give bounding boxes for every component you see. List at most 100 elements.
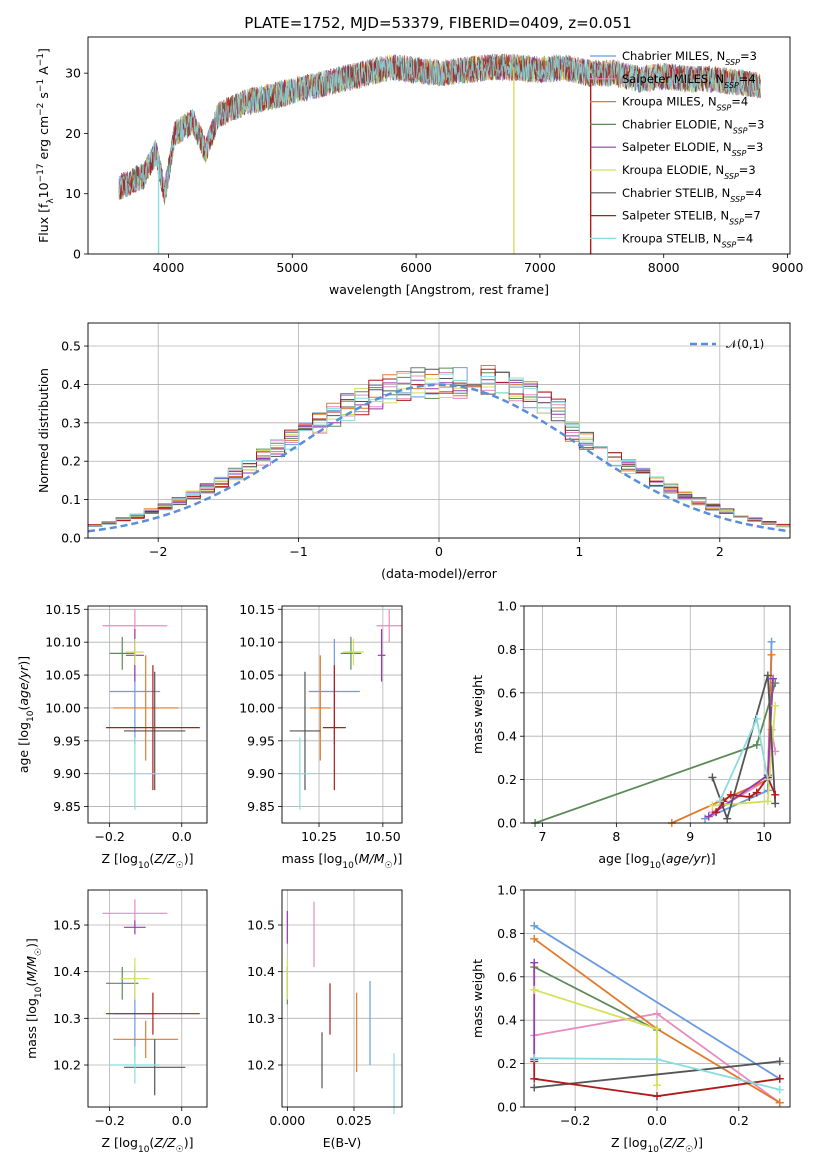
x-tick-label: −0.2 bbox=[560, 1113, 590, 1128]
y-tick-label: 10.05 bbox=[239, 668, 275, 683]
weight-marker bbox=[530, 985, 539, 994]
y-tick-label: 0.4 bbox=[497, 729, 517, 744]
weight-marker bbox=[653, 1081, 661, 1090]
x-axis-label: E(B-V) bbox=[323, 1135, 362, 1150]
y-tick-label: 1.0 bbox=[497, 883, 517, 898]
axes-frame bbox=[87, 889, 208, 1108]
spectrum-line bbox=[118, 53, 761, 203]
x-tick-label: 4000 bbox=[153, 260, 185, 275]
weight-marker bbox=[712, 808, 721, 817]
y-tick-label: 0.0 bbox=[497, 1100, 517, 1115]
weight-marker bbox=[708, 773, 717, 782]
x-tick-label: 2 bbox=[716, 544, 724, 559]
legend-entry: Chabrier MILES, NSSP=3 bbox=[622, 49, 757, 67]
weight-marker bbox=[653, 1055, 661, 1064]
x-tick-label: −0.2 bbox=[94, 1113, 124, 1128]
weight-marker bbox=[771, 799, 780, 808]
histogram-series bbox=[88, 372, 790, 527]
legend: Chabrier MILES, NSSP=3 Salpeter MILES, NS… bbox=[590, 49, 764, 249]
x-tick-label: 7 bbox=[538, 829, 546, 844]
y-tick-label: 0.6 bbox=[497, 685, 517, 700]
x-tick-label: 9000 bbox=[772, 260, 804, 275]
y-axis-label: age [log10(age/yr)] bbox=[16, 656, 36, 773]
axes-frame bbox=[523, 605, 791, 824]
legend-entry: Salpeter STELIB, NSSP=7 bbox=[622, 209, 761, 227]
y-tick-label: 10.10 bbox=[45, 635, 81, 650]
legend-entry: Kroupa STELIB, NSSP=4 bbox=[622, 231, 753, 249]
x-tick-label: −1 bbox=[289, 544, 307, 559]
x-tick-label: 0.0 bbox=[172, 1113, 192, 1128]
y-tick-label: 10.2 bbox=[247, 1058, 275, 1073]
x-tick-label: −0.2 bbox=[94, 829, 124, 844]
x-tick-label: 9 bbox=[686, 829, 694, 844]
spectrum-lines bbox=[118, 53, 761, 254]
x-tick-label: 6000 bbox=[400, 260, 432, 275]
weight-marker bbox=[704, 812, 713, 821]
weight-marker bbox=[530, 1054, 539, 1063]
y-tick-label: 10.3 bbox=[53, 1011, 81, 1026]
axes-frame bbox=[87, 36, 791, 255]
histogram-series bbox=[88, 378, 790, 528]
weight-marker bbox=[745, 792, 754, 801]
weight-line bbox=[533, 966, 658, 1031]
y-axis-label: mass [log10(M/M☉)] bbox=[24, 938, 44, 1059]
x-tick-label: 7000 bbox=[524, 260, 556, 275]
y-tick-label: 10.00 bbox=[239, 700, 275, 715]
x-tick-label: 0.000 bbox=[269, 1113, 305, 1128]
weight-line bbox=[533, 988, 658, 1086]
weight-marker bbox=[752, 788, 761, 797]
weight-line bbox=[533, 1061, 780, 1098]
x-axis-label: age [log10(age/yr)] bbox=[598, 851, 715, 871]
x-tick-label: 0.0 bbox=[647, 1113, 667, 1128]
x-tick-label: 10.50 bbox=[365, 829, 401, 844]
legend-entry: 𝒩(0,1) bbox=[726, 337, 764, 351]
y-tick-label: 0.2 bbox=[497, 1056, 517, 1071]
x-tick-label: −2 bbox=[149, 544, 167, 559]
y-tick-label: 20 bbox=[65, 126, 81, 141]
y-tick-label: 0.4 bbox=[497, 1013, 517, 1028]
legend-entry: Kroupa MILES, NSSP=4 bbox=[622, 95, 748, 113]
y-tick-label: 9.85 bbox=[53, 799, 81, 814]
axes-frame bbox=[523, 889, 791, 1108]
legend-entry: Salpeter ELODIE, NSSP=3 bbox=[622, 140, 763, 158]
x-axis-label: (data-model)/error bbox=[381, 566, 498, 581]
y-tick-label: 0.2 bbox=[61, 454, 81, 469]
weight-marker bbox=[763, 797, 772, 806]
histograms bbox=[88, 365, 790, 528]
x-axis-label: Z [log10(Z/Z☉)] bbox=[102, 851, 194, 871]
x-tick-label: 8000 bbox=[648, 260, 680, 275]
y-tick-label: 10.2 bbox=[53, 1058, 81, 1073]
y-axis-label: mass weight bbox=[470, 959, 485, 1038]
legend-entry: Kroupa ELODIE, NSSP=3 bbox=[622, 163, 756, 181]
y-tick-label: 0.6 bbox=[497, 969, 517, 984]
weight-marker bbox=[530, 921, 539, 930]
y-tick-label: 9.90 bbox=[247, 766, 275, 781]
y-tick-label: 10.15 bbox=[239, 602, 275, 617]
weight-marker bbox=[708, 801, 717, 810]
y-tick-label: 10.05 bbox=[45, 668, 81, 683]
y-tick-label: 1.0 bbox=[497, 599, 517, 614]
x-tick-label: 0.025 bbox=[336, 1113, 372, 1128]
weight-line bbox=[533, 925, 781, 1080]
y-tick-label: 0.1 bbox=[61, 492, 81, 507]
weight-marker bbox=[752, 740, 761, 749]
x-axis-label: Z [log10(Z/Z☉)] bbox=[611, 1135, 703, 1155]
weight-marker bbox=[771, 701, 780, 710]
weight-line bbox=[715, 775, 777, 813]
y-tick-label: 0 bbox=[73, 247, 81, 262]
mass_weight_vs_Z-panel: −0.2 0.0 0.2 0.0 0.2 0.4 0.6 0.8 1.0 Z [log10(Z/Z… bbox=[470, 883, 791, 1155]
y-tick-label: 10.4 bbox=[247, 964, 275, 979]
y-axis-label: Normed distribution bbox=[36, 368, 51, 493]
weight-marker bbox=[530, 1074, 539, 1083]
x-axis-label: wavelength [Angstrom, rest frame] bbox=[329, 282, 549, 297]
y-tick-label: 9.85 bbox=[247, 799, 275, 814]
y-tick-label: 0.2 bbox=[497, 772, 517, 787]
y-tick-label: 9.95 bbox=[247, 733, 275, 748]
x-tick-label: 0.2 bbox=[729, 1113, 749, 1128]
x-tick-label: 1 bbox=[575, 544, 583, 559]
weight-marker bbox=[775, 1074, 784, 1083]
weight-marker bbox=[767, 650, 776, 659]
weight-marker bbox=[530, 958, 539, 967]
weight-marker bbox=[769, 674, 778, 683]
